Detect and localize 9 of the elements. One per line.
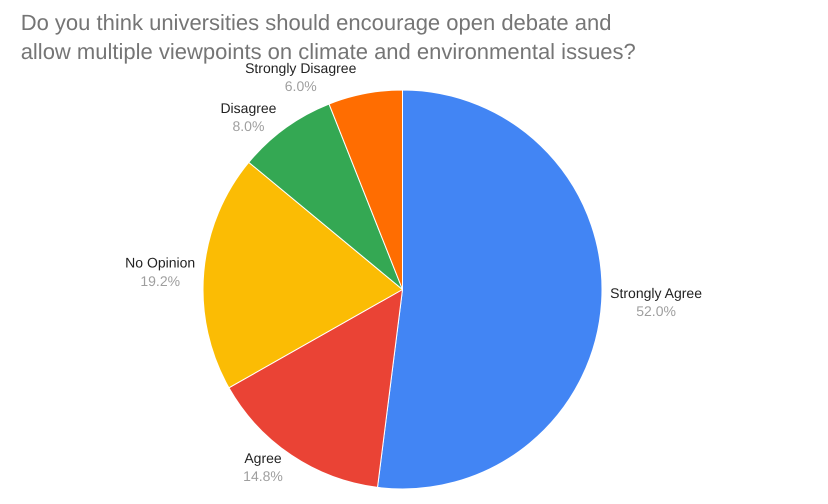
- slice-label: Strongly Agree: [610, 284, 702, 301]
- data-label: 14.8%: [243, 468, 283, 484]
- slice-label: Agree: [244, 450, 282, 466]
- data-label: 52.0%: [636, 303, 676, 320]
- slice-label: No Opinion: [125, 254, 196, 271]
- data-label: 6.0%: [284, 78, 317, 94]
- data-label: 8.0%: [232, 118, 264, 134]
- data-label: 19.2%: [140, 272, 180, 289]
- slice-label: Disagree: [220, 100, 277, 116]
